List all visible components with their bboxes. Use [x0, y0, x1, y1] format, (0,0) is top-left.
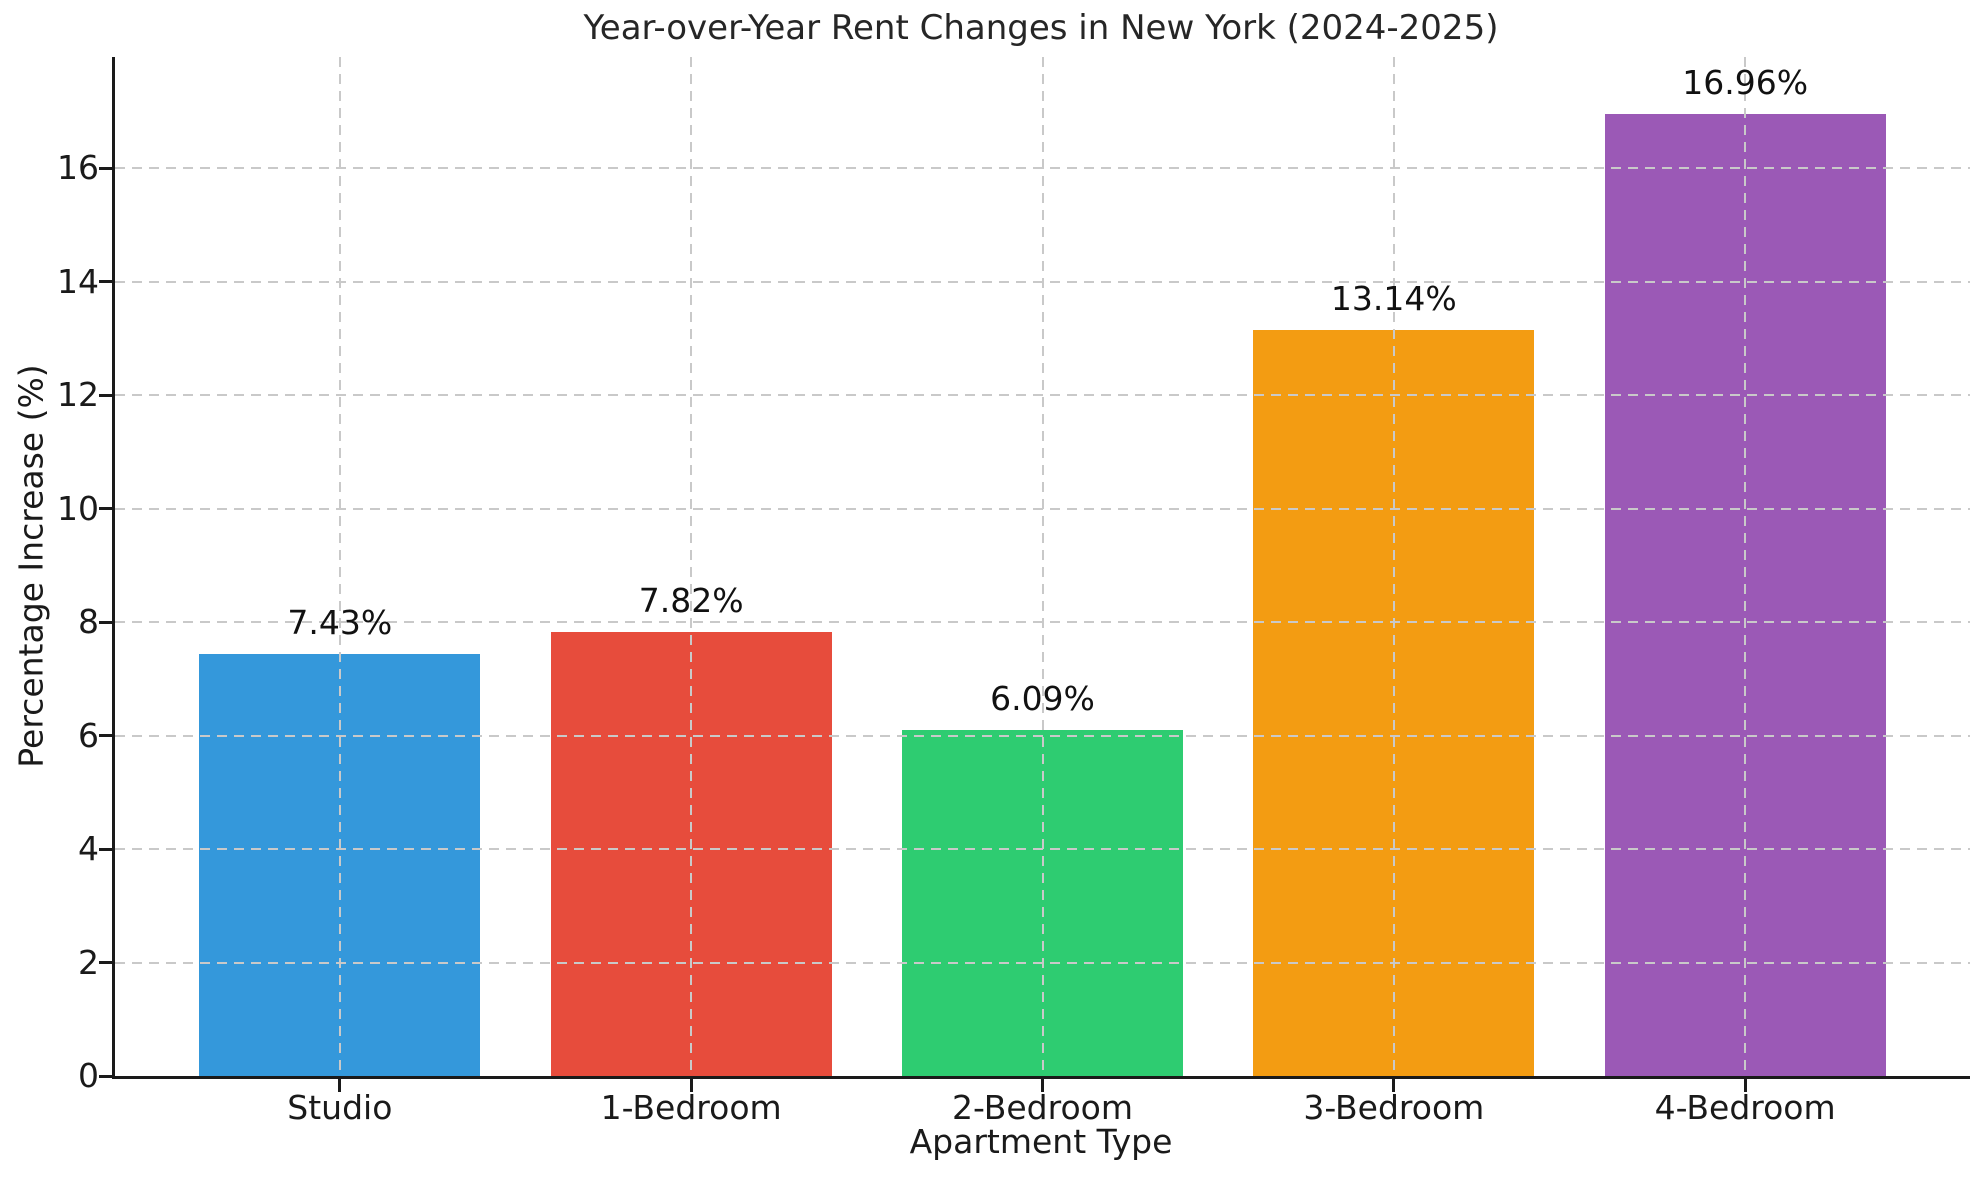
bar-value-label-4-bedroom: 16.96% [1682, 62, 1809, 102]
y-tick-label: 0 [78, 1056, 99, 1095]
x-tick-label-studio: Studio [287, 1088, 393, 1127]
y-axis-label: Percentage Increase (%) [11, 364, 51, 768]
y-tick-mark-8 [99, 620, 112, 624]
y-tick-mark-2 [99, 961, 112, 965]
y-tick-mark-14 [99, 280, 112, 284]
y-tick-label: 12 [57, 375, 99, 415]
y-tick-label: 4 [78, 829, 99, 869]
bar-value-label-3-bedroom: 13.14% [1330, 279, 1457, 319]
x-tick-label-4-bedroom: 4-Bedroom [1654, 1088, 1836, 1127]
bar-3-bedroom [1253, 330, 1535, 1076]
y-tick-label: 8 [78, 602, 99, 642]
bar-value-label-studio: 7.43% [287, 603, 393, 643]
y-tick-mark-16 [99, 166, 112, 170]
x-tick-mark-studio [338, 1079, 342, 1092]
y-tick-mark-0 [99, 1074, 112, 1078]
y-tick-mark-12 [99, 393, 112, 397]
y-tick-mark-4 [99, 847, 112, 851]
x-tick-mark-4-bedroom [1743, 1079, 1747, 1092]
y-tick-label: 6 [78, 715, 99, 755]
y-tick-label: 16 [57, 148, 99, 188]
y-tick-label: 2 [78, 942, 99, 982]
x-axis-label: Apartment Type [909, 1122, 1173, 1161]
bar-value-label-1-bedroom: 7.82% [638, 581, 744, 621]
bar-4-bedroom [1604, 113, 1886, 1076]
y-tick-label: 10 [57, 488, 99, 528]
bar-2-bedroom [901, 730, 1184, 1076]
chart-title: Year-over-Year Rent Changes in New York … [583, 8, 1499, 48]
x-tick-label-1-bedroom: 1-Bedroom [600, 1088, 782, 1127]
bar-1-bedroom [550, 632, 832, 1076]
x-tick-mark-3-bedroom [1392, 1079, 1396, 1092]
x-tick-label-3-bedroom: 3-Bedroom [1303, 1088, 1485, 1127]
x-tick-mark-2-bedroom [1041, 1079, 1044, 1092]
y-tick-mark-6 [99, 734, 112, 738]
x-tick-label-2-bedroom: 2-Bedroom [952, 1088, 1133, 1127]
plot-area: 0 2 4 6 8 10 12 14 16 Studio 7.43% 1-Bedroom 7.82% 2-… [57, 57, 1970, 1126]
bar-studio [199, 654, 481, 1076]
bar-value-label-2-bedroom: 6.09% [990, 679, 1095, 719]
y-tick-mark-10 [99, 507, 112, 511]
x-tick-mark-1-bedroom [689, 1079, 693, 1092]
y-tick-label: 14 [57, 261, 99, 301]
